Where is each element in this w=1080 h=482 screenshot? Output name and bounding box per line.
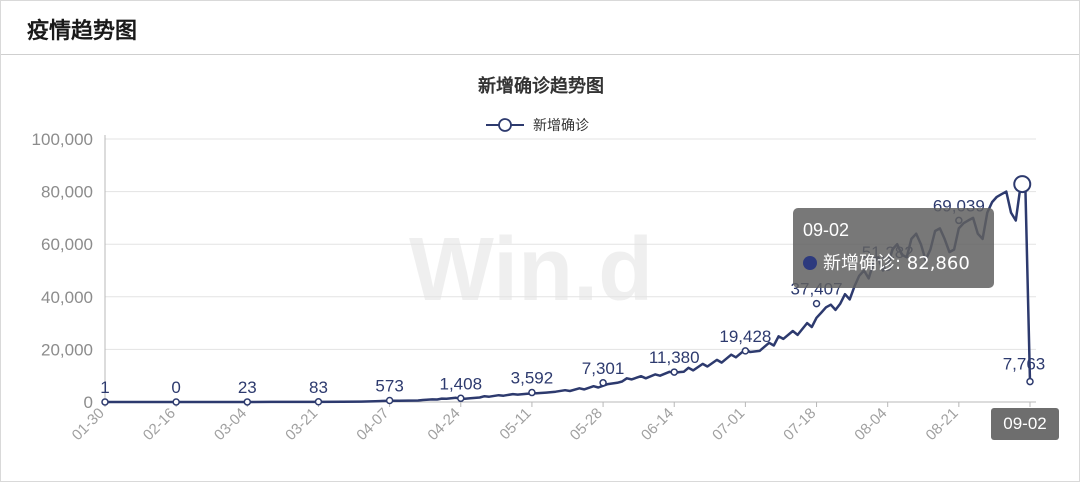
y-tick-label: 80,000 bbox=[41, 183, 93, 202]
point-marker bbox=[314, 398, 323, 406]
x-tick-label: 08-21 bbox=[923, 405, 962, 444]
legend-label: 新增确诊 bbox=[533, 118, 589, 134]
y-tick-label: 20,000 bbox=[41, 340, 93, 359]
tooltip-date: 09-02 bbox=[803, 220, 850, 240]
data-label: 19,428 bbox=[719, 327, 771, 346]
point-marker bbox=[385, 396, 394, 405]
card-header: 疫情趋势图 bbox=[1, 1, 1079, 55]
x-tick-label: 07-18 bbox=[780, 405, 819, 444]
x-tick-label: 04-07 bbox=[353, 405, 392, 444]
point-marker bbox=[741, 347, 750, 355]
legend-marker-icon bbox=[498, 118, 512, 132]
chart-title: 新增确诊趋势图 bbox=[478, 75, 604, 97]
point-marker bbox=[812, 299, 821, 308]
hover-point-marker[interactable] bbox=[1013, 175, 1032, 194]
x-tick-label: 04-24 bbox=[424, 405, 463, 444]
x-tick-label: 03-21 bbox=[282, 405, 321, 444]
point-marker bbox=[172, 398, 180, 406]
data-label: 7,301 bbox=[582, 359, 625, 378]
y-tick-label: 40,000 bbox=[41, 288, 93, 307]
y-tick-label: 60,000 bbox=[41, 235, 93, 254]
tooltip: 09-02 新增确诊: 82,860 bbox=[793, 208, 994, 288]
point-marker bbox=[670, 368, 678, 376]
x-tick-label: 05-28 bbox=[567, 405, 606, 444]
axis-pointer-label: 09-02 bbox=[991, 408, 1059, 440]
x-tick-label: 07-01 bbox=[709, 405, 748, 444]
point-marker bbox=[101, 398, 109, 406]
page-title: 疫情趋势图 bbox=[27, 19, 138, 44]
data-label: 11,380 bbox=[649, 348, 700, 367]
tooltip-value: 82,860 bbox=[906, 253, 970, 274]
y-tick-label: 100,000 bbox=[32, 130, 93, 149]
data-label: 23 bbox=[238, 378, 257, 397]
x-tick-label: 08-04 bbox=[851, 405, 890, 444]
y-axis: 0 20,000 40,000 60,000 80,000 100,000 bbox=[32, 130, 106, 412]
x-tick-label: 03-04 bbox=[211, 405, 250, 444]
x-axis: 01-30 02-16 03-04 03-21 04-07 04-24 05-11 05-28… bbox=[69, 401, 1036, 444]
data-label: 83 bbox=[309, 378, 328, 397]
tooltip-row: 新增确诊: 82,860 bbox=[803, 249, 984, 275]
data-label: 1 bbox=[100, 378, 109, 397]
data-label: 3,592 bbox=[511, 369, 554, 388]
tooltip-series-name: 新增确诊 bbox=[823, 253, 895, 274]
data-label: 573 bbox=[375, 376, 403, 395]
point-marker bbox=[243, 398, 252, 406]
watermark: Win.d bbox=[409, 220, 653, 320]
point-marker bbox=[1026, 377, 1034, 386]
x-tick-label: 05-11 bbox=[496, 405, 534, 443]
x-tick-label: 06-14 bbox=[638, 405, 677, 444]
data-label: 1,408 bbox=[439, 374, 482, 393]
legend[interactable]: 新增确诊 bbox=[486, 118, 589, 134]
point-marker bbox=[599, 379, 607, 387]
series-dot-icon bbox=[803, 256, 817, 270]
data-label: 0 bbox=[171, 378, 180, 397]
y-tick-label: 0 bbox=[84, 393, 93, 412]
point-marker bbox=[528, 388, 536, 397]
data-label: 7,763 bbox=[1003, 355, 1046, 374]
x-tick-label: 02-16 bbox=[140, 405, 179, 444]
point-marker bbox=[457, 394, 465, 403]
